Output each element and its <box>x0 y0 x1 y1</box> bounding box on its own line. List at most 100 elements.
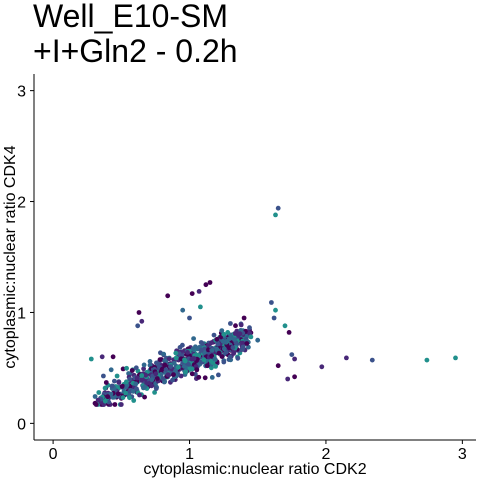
data-point <box>142 384 148 390</box>
data-point <box>137 392 142 398</box>
data-point <box>115 391 121 397</box>
data-point <box>216 372 221 378</box>
data-point <box>246 344 251 350</box>
data-point <box>214 336 220 342</box>
data-point <box>130 389 136 394</box>
y-tick-label: 0 <box>17 416 26 433</box>
data-point <box>183 369 189 375</box>
data-point <box>187 315 192 321</box>
y-axis-label: cytoplasmic:nuclear ratio CDK4 <box>2 145 19 368</box>
data-point <box>247 325 252 331</box>
data-point <box>124 379 129 385</box>
data-point <box>238 322 244 328</box>
y-tick-label: 3 <box>17 84 26 101</box>
data-point <box>152 390 158 395</box>
data-point <box>369 357 375 363</box>
data-point <box>93 402 99 407</box>
chart-title-line-1: Well_E10-SM <box>33 0 228 34</box>
data-point <box>139 377 145 383</box>
data-point <box>204 363 210 369</box>
data-point <box>112 378 117 384</box>
data-point <box>219 328 225 333</box>
data-point <box>344 355 349 361</box>
data-point <box>119 384 125 389</box>
data-point <box>163 367 169 373</box>
data-point <box>161 351 167 357</box>
data-point <box>135 323 141 329</box>
data-point <box>273 307 278 313</box>
data-point <box>292 374 297 380</box>
data-point <box>209 353 215 359</box>
data-point <box>223 339 229 345</box>
x-axis-ticks: 0 1 2 3 <box>49 440 467 463</box>
data-point <box>240 344 246 350</box>
data-point <box>189 371 195 377</box>
data-point <box>230 345 236 350</box>
data-point <box>209 340 214 346</box>
data-point <box>143 372 149 378</box>
data-point <box>289 352 295 357</box>
data-point <box>240 340 245 346</box>
data-point <box>109 383 115 389</box>
chart-title-line-2: +I+Gln2 - 0.2h <box>33 33 238 69</box>
data-point <box>99 354 105 360</box>
data-point <box>221 331 227 337</box>
x-tick-label: 2 <box>321 446 330 463</box>
data-point <box>196 374 202 380</box>
data-point <box>282 323 288 329</box>
data-point <box>211 332 217 338</box>
data-point <box>212 356 218 362</box>
data-point <box>182 357 187 363</box>
data-point <box>196 289 202 294</box>
data-point <box>102 398 108 404</box>
data-point <box>207 280 213 285</box>
data-point <box>275 205 281 211</box>
data-point <box>185 350 190 355</box>
x-tick-label: 0 <box>49 446 58 463</box>
data-point <box>131 398 137 403</box>
data-point <box>175 364 181 370</box>
data-point <box>244 341 250 346</box>
data-point <box>215 341 221 347</box>
data-point <box>232 337 237 342</box>
y-tick-label: 2 <box>17 195 26 212</box>
data-point <box>153 371 159 377</box>
data-point <box>108 367 114 373</box>
data-point <box>241 315 247 321</box>
data-point <box>273 212 278 218</box>
data-point <box>226 345 232 351</box>
data-point <box>186 362 191 367</box>
data-point <box>233 323 238 329</box>
data-point <box>103 380 109 385</box>
data-point <box>191 356 197 361</box>
data-point <box>225 330 231 335</box>
data-point <box>292 356 297 362</box>
data-point <box>116 380 122 385</box>
data-point <box>194 367 200 372</box>
data-point <box>190 346 196 352</box>
data-point <box>235 355 241 361</box>
data-point <box>213 364 219 369</box>
data-point <box>223 349 229 355</box>
data-point <box>102 385 108 391</box>
data-point <box>149 377 155 383</box>
x-axis-label: cytoplasmic:nuclear ratio CDK2 <box>143 461 366 478</box>
x-tick-label: 3 <box>458 446 467 463</box>
data-point <box>173 355 179 361</box>
data-point <box>124 365 129 371</box>
data-point <box>123 390 128 396</box>
data-point <box>168 364 173 369</box>
data-point <box>237 331 243 337</box>
data-point <box>134 375 140 381</box>
data-point <box>114 373 120 379</box>
data-point <box>285 376 291 382</box>
data-point <box>154 376 160 381</box>
data-point <box>209 365 214 371</box>
data-point <box>134 386 139 392</box>
data-point <box>126 371 131 376</box>
x-tick-label: 1 <box>185 446 194 463</box>
data-point <box>201 357 207 363</box>
data-point <box>112 394 117 400</box>
y-tick-label: 1 <box>17 305 26 322</box>
data-point <box>162 363 168 368</box>
